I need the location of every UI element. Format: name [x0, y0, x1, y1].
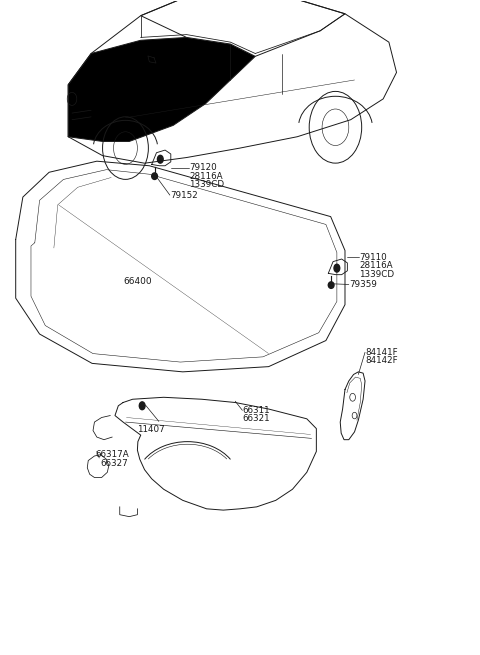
- Text: 66327: 66327: [100, 458, 128, 468]
- Text: 84141F: 84141F: [365, 348, 397, 357]
- Text: 79152: 79152: [170, 191, 198, 200]
- Text: 66321: 66321: [242, 415, 270, 423]
- Ellipse shape: [152, 173, 157, 179]
- Text: 28116A: 28116A: [360, 261, 393, 270]
- Text: 1339CD: 1339CD: [360, 269, 395, 278]
- Polygon shape: [141, 0, 345, 56]
- Text: 66317A: 66317A: [96, 450, 129, 459]
- Polygon shape: [68, 37, 255, 141]
- Text: 79110: 79110: [360, 253, 387, 261]
- Text: 1339CD: 1339CD: [189, 180, 224, 189]
- Text: 79359: 79359: [349, 280, 377, 289]
- Circle shape: [139, 402, 145, 409]
- Text: 79120: 79120: [189, 163, 216, 172]
- Ellipse shape: [328, 282, 334, 288]
- Text: 84142F: 84142F: [365, 356, 397, 365]
- Text: 66400: 66400: [123, 277, 152, 286]
- Circle shape: [157, 155, 163, 163]
- Text: 11407: 11407: [137, 424, 165, 434]
- Circle shape: [334, 264, 340, 272]
- Text: 66311: 66311: [242, 406, 270, 415]
- Text: 28116A: 28116A: [189, 172, 223, 181]
